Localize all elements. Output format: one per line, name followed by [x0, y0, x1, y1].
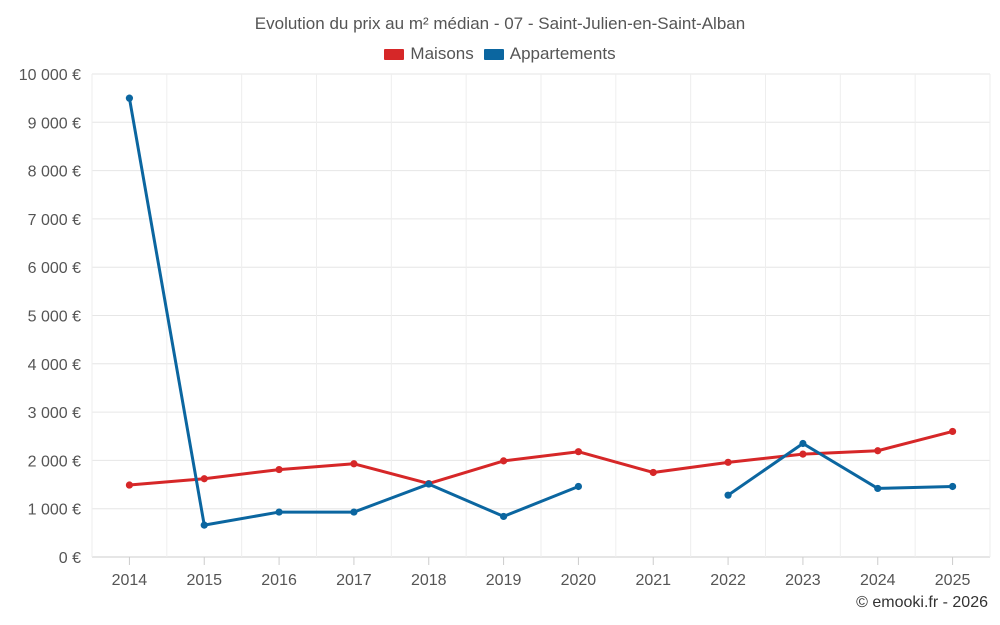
data-point-maisons — [948, 427, 957, 436]
x-tick-label: 2020 — [561, 572, 597, 589]
x-tick-label: 2015 — [186, 572, 222, 589]
data-point-maisons — [574, 448, 583, 456]
data-point-maisons — [350, 460, 358, 468]
data-point-maisons — [724, 458, 732, 466]
data-point-appartements — [275, 508, 283, 516]
data-point-appartements — [425, 480, 433, 488]
y-tick-label: 6 000 € — [28, 260, 81, 277]
legend-item-appartements[interactable]: Appartements — [483, 44, 616, 64]
y-tick-label: 4 000 € — [28, 357, 81, 374]
chart-title: Evolution du prix au m² médian - 07 - Sa… — [254, 14, 746, 33]
credit-text: © emooki.fr - 2026 — [856, 594, 988, 611]
data-point-maisons — [799, 450, 807, 458]
data-point-appartements — [499, 512, 508, 521]
data-point-maisons — [275, 465, 283, 474]
data-point-maisons — [200, 475, 208, 483]
x-tick-label: 2016 — [261, 572, 297, 589]
x-tick-label: 2023 — [785, 572, 821, 589]
y-tick-label: 9 000 € — [28, 115, 81, 132]
x-tick-label: 2024 — [860, 572, 896, 589]
x-tick-label: 2017 — [336, 572, 372, 589]
legend: Maisons Appartements — [0, 44, 1000, 64]
y-tick-label: 7 000 € — [28, 212, 81, 229]
legend-swatch-maisons — [384, 48, 405, 60]
legend-item-maisons[interactable]: Maisons — [384, 44, 474, 64]
y-tick-label: 1 000 € — [28, 502, 81, 519]
y-tick-label: 10 000 € — [19, 67, 81, 84]
data-point-appartements — [574, 482, 583, 491]
data-point-maisons — [874, 447, 882, 455]
data-point-appartements — [799, 439, 807, 448]
data-point-appartements — [350, 508, 358, 516]
x-tick-label: 2019 — [486, 572, 522, 589]
y-tick-label: 0 € — [59, 550, 81, 567]
legend-label-maisons: Maisons — [410, 44, 474, 63]
legend-swatch-appartements — [483, 48, 504, 60]
y-tick-label: 2 000 € — [28, 453, 81, 470]
x-tick-label: 2018 — [411, 572, 447, 589]
data-point-appartements — [874, 484, 882, 493]
series-line-maisons — [127, 429, 955, 487]
data-point-appartements — [125, 94, 134, 102]
x-tick-label: 2022 — [710, 572, 746, 589]
y-tick-label: 5 000 € — [28, 309, 81, 326]
data-point-appartements — [724, 491, 732, 499]
x-tick-label: 2021 — [635, 572, 671, 589]
data-point-appartements — [948, 482, 957, 491]
y-tick-label: 8 000 € — [28, 164, 81, 181]
legend-label-appartements: Appartements — [509, 44, 616, 63]
data-point-maisons — [649, 468, 657, 477]
data-point-maisons — [499, 457, 508, 465]
data-point-maisons — [125, 481, 134, 489]
data-point-appartements — [200, 521, 208, 529]
y-tick-label: 3 000 € — [28, 405, 81, 422]
x-tick-label: 2014 — [112, 572, 148, 589]
x-tick-label: 2025 — [935, 572, 971, 589]
series-line-appartements — [726, 441, 955, 497]
